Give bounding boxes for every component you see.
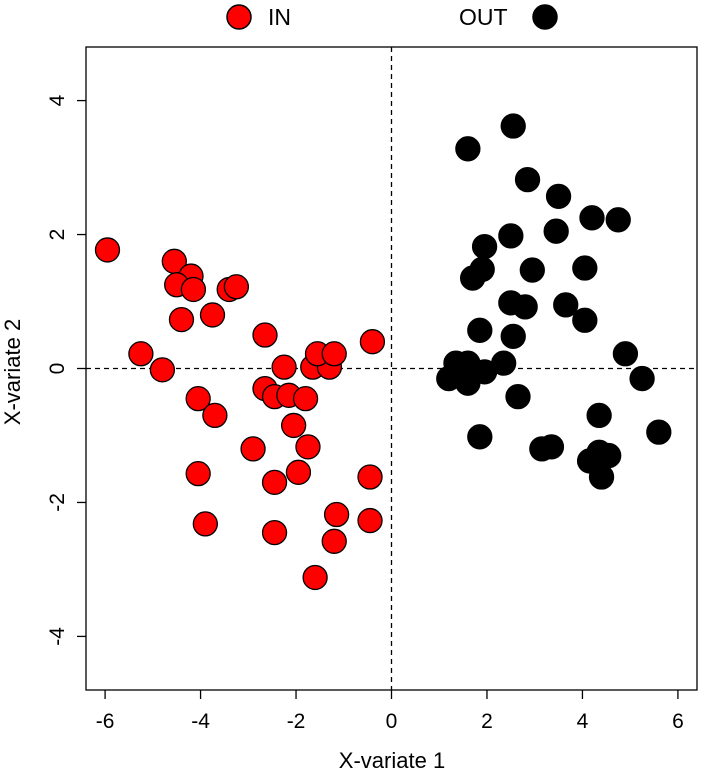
point-out [498, 223, 524, 249]
point-in [280, 412, 307, 439]
point-out [471, 233, 498, 260]
y-axis-title: X-variate 2 [0, 319, 25, 425]
y-tick-label: 0 [46, 363, 69, 375]
point-out [500, 113, 526, 139]
point-out [579, 205, 605, 231]
point-in [292, 385, 319, 412]
legend-marker-out [532, 4, 558, 30]
point-in [285, 459, 312, 485]
point-out [572, 255, 598, 281]
y-tick-label: 4 [46, 94, 69, 106]
point-out [512, 294, 538, 320]
x-tick-label: 4 [577, 710, 589, 733]
point-in [240, 436, 266, 462]
point-out [467, 424, 493, 450]
point-out [596, 442, 622, 469]
point-out [505, 383, 531, 410]
point-out [586, 402, 612, 429]
x-tick-label: -2 [287, 710, 306, 733]
legend-label-in: IN [268, 4, 291, 30]
point-out [612, 341, 639, 367]
point-out [471, 359, 498, 385]
point-in [357, 507, 383, 534]
point-in [271, 354, 297, 380]
point-in [357, 464, 383, 490]
reference-lines [86, 47, 697, 690]
point-in [199, 302, 226, 328]
point-out [543, 218, 569, 244]
point-in [321, 341, 347, 367]
x-tick-label: 2 [481, 710, 493, 733]
point-in [192, 511, 218, 537]
legend-marker-in [226, 4, 252, 30]
point-in [261, 519, 288, 546]
point-in [149, 357, 176, 383]
point-in [180, 276, 207, 303]
point-out [455, 136, 481, 162]
point-in [168, 306, 195, 333]
x-axis: -6 -4 -2 0 2 4 6 [96, 690, 684, 733]
point-out [519, 257, 545, 283]
point-out [538, 434, 565, 460]
point-in [223, 274, 250, 300]
point-in [302, 564, 328, 591]
point-in [185, 385, 211, 412]
x-tick-label: 0 [386, 710, 398, 733]
point-in [261, 469, 288, 496]
x-tick-label: -6 [96, 710, 115, 733]
point-in [323, 501, 350, 528]
x-tick-label: -4 [191, 710, 210, 733]
point-out [459, 265, 486, 291]
point-in [185, 461, 211, 487]
point-out [646, 419, 672, 445]
point-out [545, 183, 572, 210]
x-axis-title: X-variate 1 [339, 748, 445, 773]
point-out [467, 317, 493, 343]
y-tick-label: -2 [46, 493, 69, 512]
point-in [359, 329, 386, 355]
point-in [94, 237, 121, 263]
point-out [629, 365, 655, 392]
y-axis: -4 -2 0 2 4 [46, 94, 86, 646]
point-in [252, 322, 278, 348]
x-tick-label: 6 [672, 710, 684, 733]
point-out [588, 464, 615, 490]
point-out [500, 323, 526, 350]
legend: IN OUT [226, 4, 558, 30]
point-in [128, 341, 154, 367]
point-out [553, 292, 579, 318]
point-in [321, 528, 347, 554]
y-tick-label: -4 [46, 627, 69, 646]
point-in [202, 402, 228, 429]
point-in [295, 434, 321, 460]
point-out [572, 307, 598, 333]
y-tick-label: 2 [46, 229, 69, 241]
legend-label-out: OUT [459, 4, 508, 30]
data-points [94, 113, 672, 591]
point-out [514, 166, 541, 193]
point-out [605, 207, 631, 233]
